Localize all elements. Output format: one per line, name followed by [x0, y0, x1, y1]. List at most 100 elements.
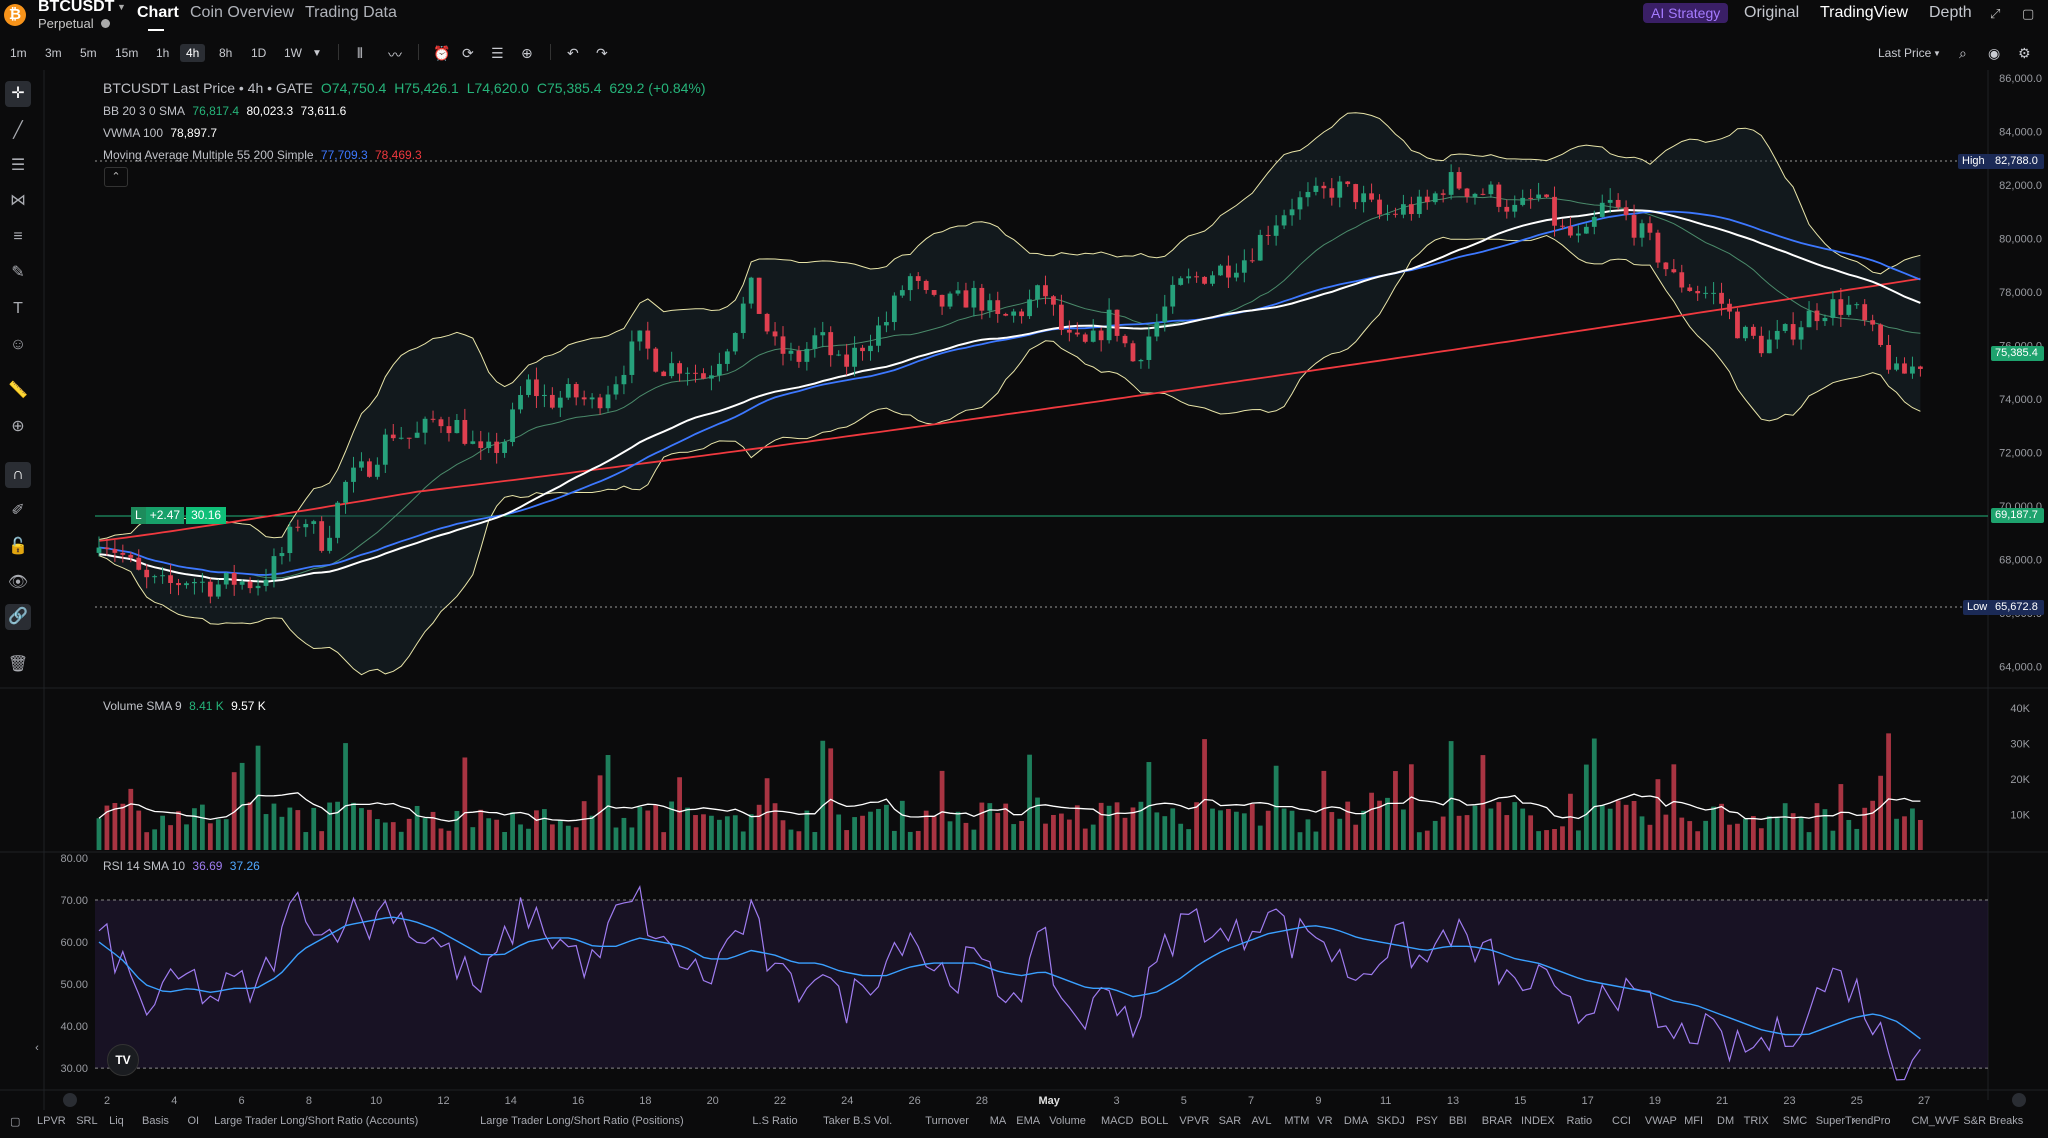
- magnet-icon[interactable]: ∩: [5, 462, 31, 488]
- chevron-down-icon[interactable]: ▼: [1933, 49, 1941, 58]
- pattern-icon[interactable]: ⋈: [10, 192, 26, 209]
- tab-coin-overview[interactable]: Coin Overview: [190, 4, 295, 21]
- layout-icon[interactable]: ▢: [10, 1116, 21, 1128]
- indicator-tab[interactable]: TRIX: [1743, 1115, 1769, 1127]
- vwma-legend[interactable]: VWMA 100 78,897.7: [103, 126, 221, 140]
- indicator-tab[interactable]: BRAR: [1481, 1115, 1513, 1127]
- timeframe-1d[interactable]: 1D: [251, 46, 267, 60]
- indicator-tab[interactable]: OI: [187, 1115, 200, 1127]
- view-tab-depth[interactable]: Depth: [1929, 4, 1972, 21]
- timeframe-1h[interactable]: 1h: [156, 46, 170, 60]
- drawing-mode-icon[interactable]: ✐: [11, 502, 25, 519]
- undo-icon[interactable]: ↶: [567, 45, 579, 61]
- search-icon[interactable]: ⌕: [1959, 45, 1967, 61]
- horizontal-lines-icon[interactable]: ☰: [10, 157, 26, 174]
- indicator-tab[interactable]: Taker B.S Vol.: [823, 1115, 893, 1127]
- text-icon[interactable]: T: [13, 300, 23, 317]
- emoji-icon[interactable]: ☺: [9, 336, 27, 353]
- mam-legend[interactable]: Moving Average Multiple 55 200 Simple 77…: [103, 148, 426, 162]
- tradingview-logo[interactable]: TV: [107, 1044, 139, 1076]
- chevron-right-icon[interactable]: ›: [1852, 1115, 1856, 1127]
- timeframe-1w[interactable]: 1W: [284, 46, 302, 60]
- symbol-name[interactable]: BTCUSDT: [38, 0, 115, 15]
- tab-chart[interactable]: Chart: [137, 4, 179, 21]
- indicator-tab[interactable]: MTM: [1284, 1115, 1310, 1127]
- gear-icon[interactable]: ⚙: [2018, 45, 2031, 61]
- indicator-tab[interactable]: Ratio: [1566, 1115, 1593, 1127]
- zoom-icon[interactable]: ⊕: [11, 418, 25, 435]
- info-icon[interactable]: [101, 19, 110, 28]
- expand-icon[interactable]: ⤢: [1990, 6, 2001, 21]
- chevron-down-icon[interactable]: ▼: [312, 48, 322, 59]
- timeframe-1m[interactable]: 1m: [10, 46, 27, 60]
- indicator-tab[interactable]: SRL: [76, 1115, 98, 1127]
- rsi-legend[interactable]: RSI 14 SMA 10 36.69 37.26: [103, 859, 264, 873]
- bb-legend[interactable]: BB 20 3 0 SMA 76,817.4 80,023.3 73,611.6: [103, 104, 350, 118]
- chevron-left-icon[interactable]: ‹: [35, 1042, 39, 1054]
- candle-type-icon[interactable]: ⫴: [357, 45, 363, 61]
- add-icon[interactable]: ⊕: [521, 45, 533, 61]
- indicator-tab[interactable]: L.S Ratio: [752, 1115, 798, 1127]
- timeframe-3m[interactable]: 3m: [45, 46, 62, 60]
- indicator-tab[interactable]: Large Trader Long/Short Ratio (Positions…: [480, 1115, 684, 1127]
- timeframe-4h[interactable]: 4h: [180, 44, 206, 62]
- ai-strategy-button[interactable]: AI Strategy: [1643, 3, 1729, 23]
- indicator-tab[interactable]: INDEX: [1521, 1115, 1555, 1127]
- eye-icon[interactable]: 👁: [7, 574, 29, 591]
- brush-icon[interactable]: ✎: [11, 264, 25, 281]
- timeframe-15m[interactable]: 15m: [115, 46, 139, 60]
- fullscreen-icon[interactable]: ▢: [2022, 6, 2035, 21]
- indicator-tab[interactable]: MA: [989, 1115, 1007, 1127]
- templates-icon[interactable]: ☰: [491, 45, 504, 61]
- view-tab-tradingview[interactable]: TradingView: [1820, 4, 1909, 21]
- indicator-tab[interactable]: Volume: [1049, 1115, 1086, 1127]
- timeframe-8h[interactable]: 8h: [219, 46, 233, 60]
- timeframe-5m[interactable]: 5m: [80, 46, 97, 60]
- collapse-legend-button[interactable]: ⌃: [104, 167, 128, 187]
- lock-icon[interactable]: 🔓: [8, 538, 28, 555]
- indicator-tab[interactable]: VPVR: [1179, 1115, 1210, 1127]
- trend-line-icon[interactable]: ╱: [13, 122, 23, 139]
- camera-icon[interactable]: ◉: [1988, 45, 2001, 61]
- indicator-tab[interactable]: CM_WVF: [1911, 1115, 1960, 1127]
- link-icon[interactable]: 🔗: [5, 604, 31, 630]
- position-marker[interactable]: L +2.47 30.16: [131, 507, 227, 524]
- indicator-tab[interactable]: Basis: [142, 1115, 169, 1127]
- indicator-tab[interactable]: BBI: [1448, 1115, 1467, 1127]
- indicator-tab[interactable]: EMA: [1016, 1115, 1041, 1127]
- indicator-tab[interactable]: S&R Breaks: [1963, 1115, 2024, 1127]
- indicators-icon[interactable]: 〰: [388, 47, 402, 63]
- indicator-tab[interactable]: MACD: [1101, 1115, 1134, 1127]
- tab-trading-data[interactable]: Trading Data: [305, 4, 397, 21]
- indicator-tab[interactable]: SKDJ: [1376, 1115, 1405, 1127]
- redo-icon[interactable]: ↷: [596, 45, 608, 61]
- indicator-tab[interactable]: Turnover: [925, 1115, 969, 1127]
- indicator-tab[interactable]: VR: [1317, 1115, 1333, 1127]
- indicator-tab[interactable]: SAR: [1218, 1115, 1242, 1127]
- price-source-select[interactable]: Last Price: [1878, 46, 1932, 60]
- indicator-tab[interactable]: SuperTrendPro: [1815, 1115, 1891, 1127]
- volume-legend[interactable]: Volume SMA 9 8.41 K 9.57 K: [103, 699, 270, 713]
- indicator-tab[interactable]: Liq: [109, 1115, 124, 1127]
- auto-scale-icon[interactable]: [2012, 1093, 2026, 1107]
- chevron-down-icon[interactable]: ▼: [117, 2, 126, 12]
- indicator-tab[interactable]: DM: [1717, 1115, 1735, 1127]
- indicator-tab[interactable]: MFI: [1684, 1115, 1704, 1127]
- fib-icon[interactable]: ≡: [13, 228, 23, 245]
- indicator-tab[interactable]: PSY: [1416, 1115, 1439, 1127]
- indicator-tab[interactable]: SMC: [1782, 1115, 1808, 1127]
- indicator-tab[interactable]: LPVR: [37, 1115, 66, 1127]
- indicator-tab[interactable]: Large Trader Long/Short Ratio (Accounts): [214, 1115, 419, 1127]
- ruler-icon[interactable]: 📏: [8, 382, 28, 399]
- crosshair-icon[interactable]: ✛: [5, 81, 31, 107]
- indicator-tab[interactable]: CCI: [1612, 1115, 1631, 1127]
- alert-icon[interactable]: ⏰: [433, 45, 451, 61]
- trash-icon[interactable]: 🗑: [7, 656, 29, 673]
- indicator-tab[interactable]: AVL: [1251, 1115, 1272, 1127]
- indicator-tab[interactable]: VWAP: [1644, 1115, 1677, 1127]
- indicator-tab[interactable]: BOLL: [1140, 1115, 1169, 1127]
- indicator-tab[interactable]: DMA: [1343, 1115, 1369, 1127]
- timezone-icon[interactable]: [63, 1093, 77, 1107]
- replay-icon[interactable]: ⟳: [462, 45, 474, 61]
